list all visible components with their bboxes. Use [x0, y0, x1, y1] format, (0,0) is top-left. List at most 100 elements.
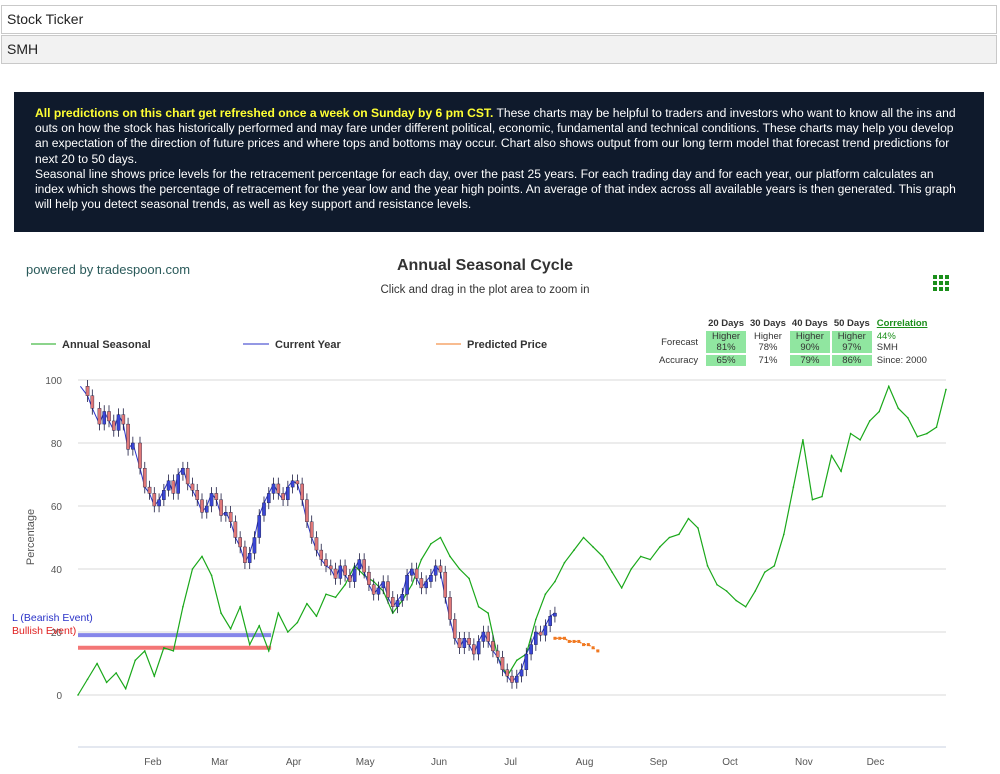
candle-body [467, 638, 471, 645]
header-50-days: 50 Days [833, 318, 870, 329]
candle-body [111, 420, 116, 431]
seasonal-point [287, 631, 289, 633]
seasonal-point [935, 426, 938, 429]
legend-item-seasonal[interactable]: Annual Seasonal [31, 339, 151, 351]
forecast-40: Higher 90% [789, 331, 830, 353]
y-tick-label: 60 [51, 502, 63, 513]
predicted-point [553, 636, 557, 640]
candle-body [371, 584, 376, 595]
chart-menu-icon[interactable] [933, 275, 949, 291]
predicted-point [586, 643, 590, 647]
candle-body [343, 565, 347, 576]
seasonal-point [277, 612, 280, 614]
candle-body [228, 512, 233, 522]
header-20-days: 20 Days [708, 318, 744, 329]
forecast-20: Higher 81% [706, 331, 746, 353]
candle-body [410, 568, 414, 576]
y-axis-title: Percentage [25, 509, 37, 565]
seasonal-point [773, 565, 776, 567]
predicted-line[interactable] [554, 637, 599, 652]
accuracy-20: 65% [706, 355, 746, 366]
candle-body [405, 575, 409, 595]
forecast-30: Higher 78% [753, 331, 782, 353]
seasonal-point [830, 454, 833, 457]
candle-body [357, 559, 362, 570]
seasonal-point [792, 486, 795, 488]
candle-body [131, 442, 135, 450]
info-panel: All predictions on this chart get refres… [14, 92, 984, 232]
seasonal-point [105, 681, 108, 684]
candle-body [543, 625, 548, 636]
predicted-point [577, 639, 581, 643]
seasonal-point [77, 694, 79, 696]
candle-body [395, 600, 400, 607]
legend-current-label: Current Year [275, 339, 342, 351]
candle-body [102, 411, 107, 425]
seasonal-point [134, 659, 137, 662]
seasonal-point [821, 495, 823, 498]
candle-body [97, 408, 102, 425]
seasonal-point [907, 417, 909, 419]
candle-body [185, 468, 190, 485]
seasonal-point [544, 593, 547, 595]
candle-body [238, 537, 242, 548]
credit-text[interactable]: powered by tradespoon.com [26, 262, 190, 277]
seasonal-point [668, 536, 671, 539]
legend-item-predicted[interactable]: Predicted Price [436, 339, 547, 351]
seasonal-point [239, 606, 241, 608]
forecast-stats-table: 20 Days 30 Days 40 Days 50 Days Correlat… [654, 316, 932, 368]
candle-body [262, 502, 266, 516]
stock-ticker-input[interactable]: SMH [1, 35, 997, 64]
seasonal-point [725, 590, 728, 592]
x-tick-label: Nov [795, 757, 813, 768]
forecast-50: Higher 97% [831, 331, 872, 353]
seasonal-point [143, 650, 146, 652]
candle-body [219, 499, 223, 516]
candle-body [510, 675, 514, 683]
candle-body [138, 442, 142, 469]
seasonal-point [535, 618, 537, 621]
candle-body [157, 499, 161, 507]
x-tick-label: Feb [144, 757, 162, 768]
seasonal-point [210, 574, 213, 577]
legend: Annual Seasonal Current Year Predicted P… [31, 339, 547, 351]
candle-body [252, 537, 257, 554]
predicted-point [572, 639, 576, 643]
candle-body [142, 468, 147, 488]
candle-body [448, 597, 452, 620]
candle-body [476, 641, 481, 655]
candle-body [85, 386, 90, 396]
candle-body [505, 669, 510, 677]
candle-body [190, 483, 195, 491]
seasonal-point [716, 583, 718, 586]
seasonal-point [859, 439, 861, 441]
y-axis: 0 20 40 60 80 100 [45, 376, 62, 702]
legend-item-current[interactable]: Current Year [243, 339, 342, 351]
candle-body [419, 578, 424, 589]
stock-ticker-label: Stock Ticker [1, 5, 997, 34]
seasonal-point [878, 410, 881, 413]
candle-body [126, 423, 130, 450]
seasonal-line[interactable] [77, 384, 947, 696]
candle-body [381, 581, 386, 589]
plot-area[interactable] [77, 380, 947, 696]
correlation-link[interactable]: Correlation [876, 318, 928, 329]
candle-body [443, 571, 448, 598]
candle-body [247, 553, 252, 563]
seasonal-point [153, 675, 156, 677]
header-30-days: 30 Days [750, 318, 786, 329]
accuracy-50: 86% [831, 355, 872, 366]
seasonal-point [306, 602, 308, 605]
seasonal-point [706, 565, 709, 567]
seasonal-point [267, 650, 270, 652]
candle-body [548, 616, 552, 626]
candle-body [524, 653, 529, 670]
seasonal-point [220, 612, 222, 614]
candle-body [281, 493, 285, 500]
seasonal-chart[interactable]: powered by tradespoon.com Annual Seasona… [0, 240, 1000, 774]
seasonal-point [439, 536, 442, 539]
candle-body [514, 675, 519, 683]
seasonal-point [172, 650, 175, 652]
seasonal-point [487, 612, 489, 614]
candle-body [314, 537, 319, 551]
